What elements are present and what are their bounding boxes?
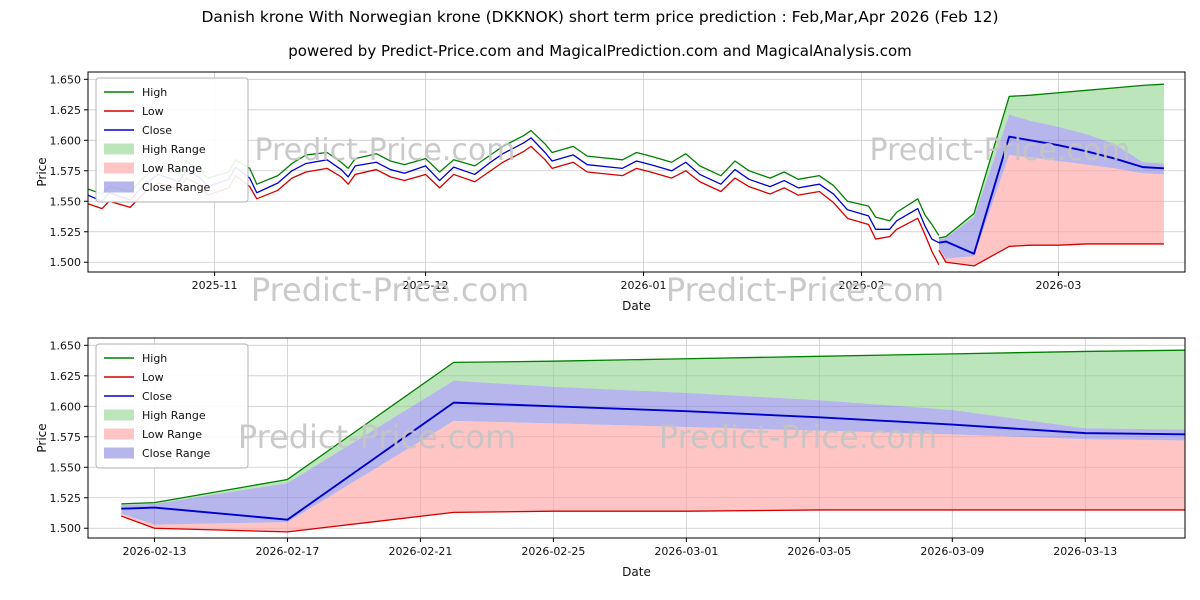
y-tick-label: 1.575 (50, 165, 82, 178)
x-tick-label: 2026-03 (1035, 279, 1081, 292)
close-range-band (121, 380, 1185, 525)
y-tick-label: 1.500 (50, 522, 82, 535)
legend-item-label: Close Range (142, 181, 211, 194)
low-forecast-line (121, 509, 1185, 533)
x-tick-label: 2026-02-13 (123, 545, 187, 558)
y-tick-label: 1.525 (50, 492, 82, 505)
legend-item-label: Close (142, 124, 172, 137)
x-tick-label: 2026-02-21 (388, 545, 452, 558)
close-forecast-line (121, 401, 1186, 521)
y-tick-label: 1.575 (50, 431, 82, 444)
high-forecast-line (938, 83, 1164, 239)
x-tick-label: 2026-03-05 (787, 545, 851, 558)
low-forecast-line (938, 243, 1164, 267)
y-tick-label: 1.550 (50, 461, 82, 474)
legend-item-label: Close (142, 390, 172, 403)
low-range-band (938, 154, 1164, 266)
legend-patch-sample (104, 447, 134, 459)
y-tick-label: 1.625 (50, 370, 82, 383)
y-tick-label: 1.600 (50, 400, 82, 413)
y-tick-label: 1.500 (50, 256, 82, 269)
x-tick-label: 2026-01 (621, 279, 667, 292)
x-tick-label: 2026-03-09 (920, 545, 984, 558)
forecast-chart: 1.500 1.525 1.550 1.575 1.600 1.625 1.650 2026-… (35, 337, 1186, 579)
x-tick-label: 2025-12 (403, 279, 449, 292)
plot-border (87, 337, 1186, 539)
y-axis-label: Price (35, 423, 49, 452)
legend-patch-sample (104, 162, 134, 174)
legend-patch-sample (104, 428, 134, 440)
x-tick-label: 2025-11 (192, 279, 238, 292)
y-tick-label: 1.650 (50, 339, 82, 352)
x-tick-label: 2026-02-25 (521, 545, 585, 558)
legend-item-label: Low (142, 371, 164, 384)
y-tick-label: 1.550 (50, 195, 82, 208)
legend-item-label: High (142, 352, 167, 365)
x-tick-label: 2026-02-17 (255, 545, 319, 558)
x-axis-label: Date (622, 299, 651, 313)
high-range-band (121, 350, 1185, 506)
close-forecast-line (938, 135, 1164, 255)
legend-item-label: Low (142, 105, 164, 118)
legend-patch-sample (104, 409, 134, 421)
y-tick-label: 1.525 (50, 226, 82, 239)
watermark-text: Predict-Price.com (666, 271, 944, 309)
y-tick-label: 1.625 (50, 104, 82, 117)
plot-border (87, 71, 1186, 273)
y-axis-label: Price (35, 157, 49, 186)
legend-item-label: Low Range (142, 162, 202, 175)
history-chart: 1.500 1.525 1.550 1.575 1.600 1.625 1.650 2025-… (35, 71, 1186, 313)
high-range-band (938, 84, 1164, 240)
y-tick-label: 1.600 (50, 134, 82, 147)
watermark-text: Predict-Price.com (659, 418, 937, 456)
legend-item-label: High Range (142, 409, 206, 422)
legend-patch-sample (104, 143, 134, 155)
y-tick-label: 1.650 (50, 73, 82, 86)
legend-item-label: Low Range (142, 428, 202, 441)
close-range-band (938, 114, 1164, 259)
legend: High Low Close High Range Low Range Close Ran… (95, 77, 249, 203)
low-range-band (121, 420, 1185, 532)
legend-item-label: High (142, 86, 167, 99)
x-tick-label: 2026-03-13 (1053, 545, 1117, 558)
high-forecast-line (121, 349, 1186, 505)
watermark-text: Predict-Price.com (255, 133, 516, 168)
x-axis-label: Date (622, 565, 651, 579)
powered-by-subtitle: powered by Predict-Price.com and Magical… (288, 42, 912, 60)
watermark-text: Predict-Price.com (251, 271, 529, 309)
legend-item-label: High Range (142, 143, 206, 156)
legend: High Low Close High Range Low Range Close Ran… (95, 343, 249, 469)
watermark-text: Predict-Price.com (238, 418, 516, 456)
legend-patch-sample (104, 181, 134, 193)
watermark-text: Predict-Price.com (870, 133, 1131, 168)
x-tick-label: 2026-03-01 (654, 545, 718, 558)
legend-item-label: Close Range (142, 447, 211, 460)
page-title: Danish krone With Norwegian krone (DKKNO… (201, 8, 999, 26)
x-tick-label: 2026-02 (839, 279, 885, 292)
